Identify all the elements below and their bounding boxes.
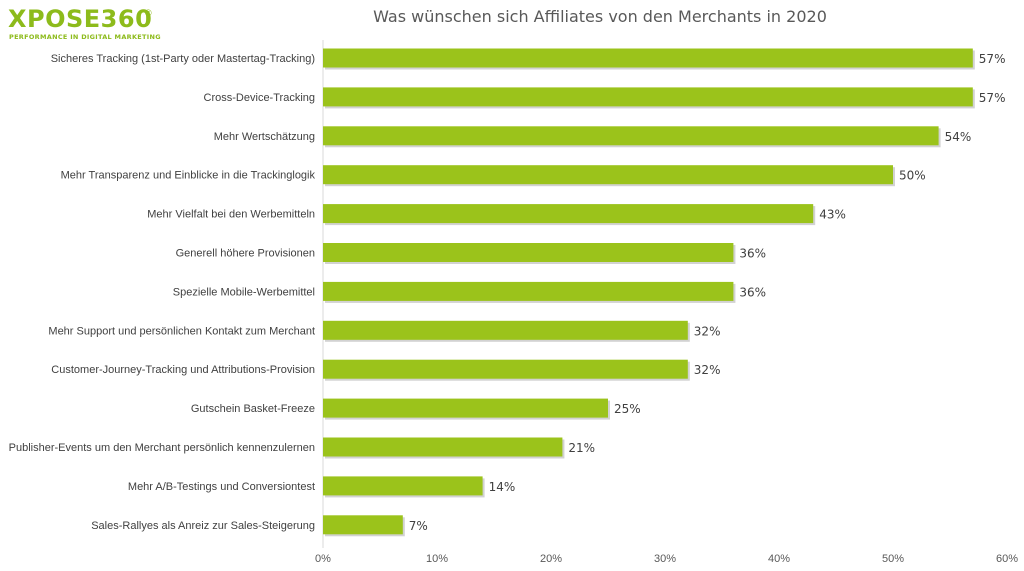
category-label: Sales-Rallyes als Anreiz zur Sales-Steig… xyxy=(91,520,315,532)
category-label: Spezielle Mobile-Werbemittel xyxy=(173,286,315,298)
bar xyxy=(323,204,814,224)
x-tick-label: 20% xyxy=(540,553,562,565)
bar xyxy=(323,48,973,68)
bar xyxy=(323,243,734,262)
category-label: Sicheres Tracking (1st-Party oder Master… xyxy=(51,53,315,65)
value-label: 32% xyxy=(694,324,721,338)
x-tick-label: 30% xyxy=(654,553,676,565)
value-label: 36% xyxy=(739,247,766,261)
category-label: Mehr Transparenz und Einblicke in die Tr… xyxy=(61,170,316,182)
category-label: Mehr A/B-Testings und Conversiontest xyxy=(128,481,315,493)
bar xyxy=(323,281,734,301)
bar xyxy=(323,476,483,496)
value-label: 25% xyxy=(614,402,641,416)
category-label: Generell höhere Provisionen xyxy=(176,248,315,260)
bar xyxy=(323,398,608,418)
value-label: 43% xyxy=(819,208,846,222)
value-label: 57% xyxy=(979,52,1006,66)
value-label: 36% xyxy=(739,285,766,299)
category-label: Gutschein Basket-Freeze xyxy=(191,403,315,415)
category-label: Publisher-Events um den Merchant persönl… xyxy=(9,442,315,454)
value-label: 54% xyxy=(945,130,972,144)
category-label: Mehr Vielfalt bei den Werbemitteln xyxy=(147,209,315,221)
x-tick-label: 10% xyxy=(426,553,448,565)
logo-registered-mark: ® xyxy=(145,8,152,18)
value-label: 14% xyxy=(489,480,516,494)
bar xyxy=(323,515,403,535)
value-label: 32% xyxy=(694,363,721,377)
category-label: Customer-Journey-Tracking und Attributio… xyxy=(51,364,315,376)
value-label: 7% xyxy=(409,519,428,533)
value-label: 57% xyxy=(979,91,1006,105)
category-label: Mehr Wertschätzung xyxy=(214,131,315,143)
bar xyxy=(323,126,939,146)
value-label: 50% xyxy=(899,169,926,183)
category-label: Cross-Device-Tracking xyxy=(204,92,315,104)
bar xyxy=(323,359,688,379)
bar xyxy=(323,87,973,107)
brand-logo: XPOSE360 ® PERFORMANCE IN DIGITAL MARKET… xyxy=(8,5,161,42)
bar xyxy=(323,320,688,340)
logo-tagline: PERFORMANCE IN DIGITAL MARKETING xyxy=(9,33,161,41)
x-tick-label: 40% xyxy=(768,553,790,565)
bar xyxy=(323,165,893,185)
x-tick-label: 0% xyxy=(315,553,331,565)
value-label: 21% xyxy=(568,441,595,455)
bar xyxy=(323,437,563,457)
x-tick-label: 60% xyxy=(996,553,1018,565)
category-label: Mehr Support und persönlichen Kontakt zu… xyxy=(48,325,315,337)
chart-title: Was wünschen sich Affiliates von den Mer… xyxy=(373,7,827,26)
logo-wordmark: XPOSE360 xyxy=(8,5,153,33)
x-tick-label: 50% xyxy=(882,553,904,565)
